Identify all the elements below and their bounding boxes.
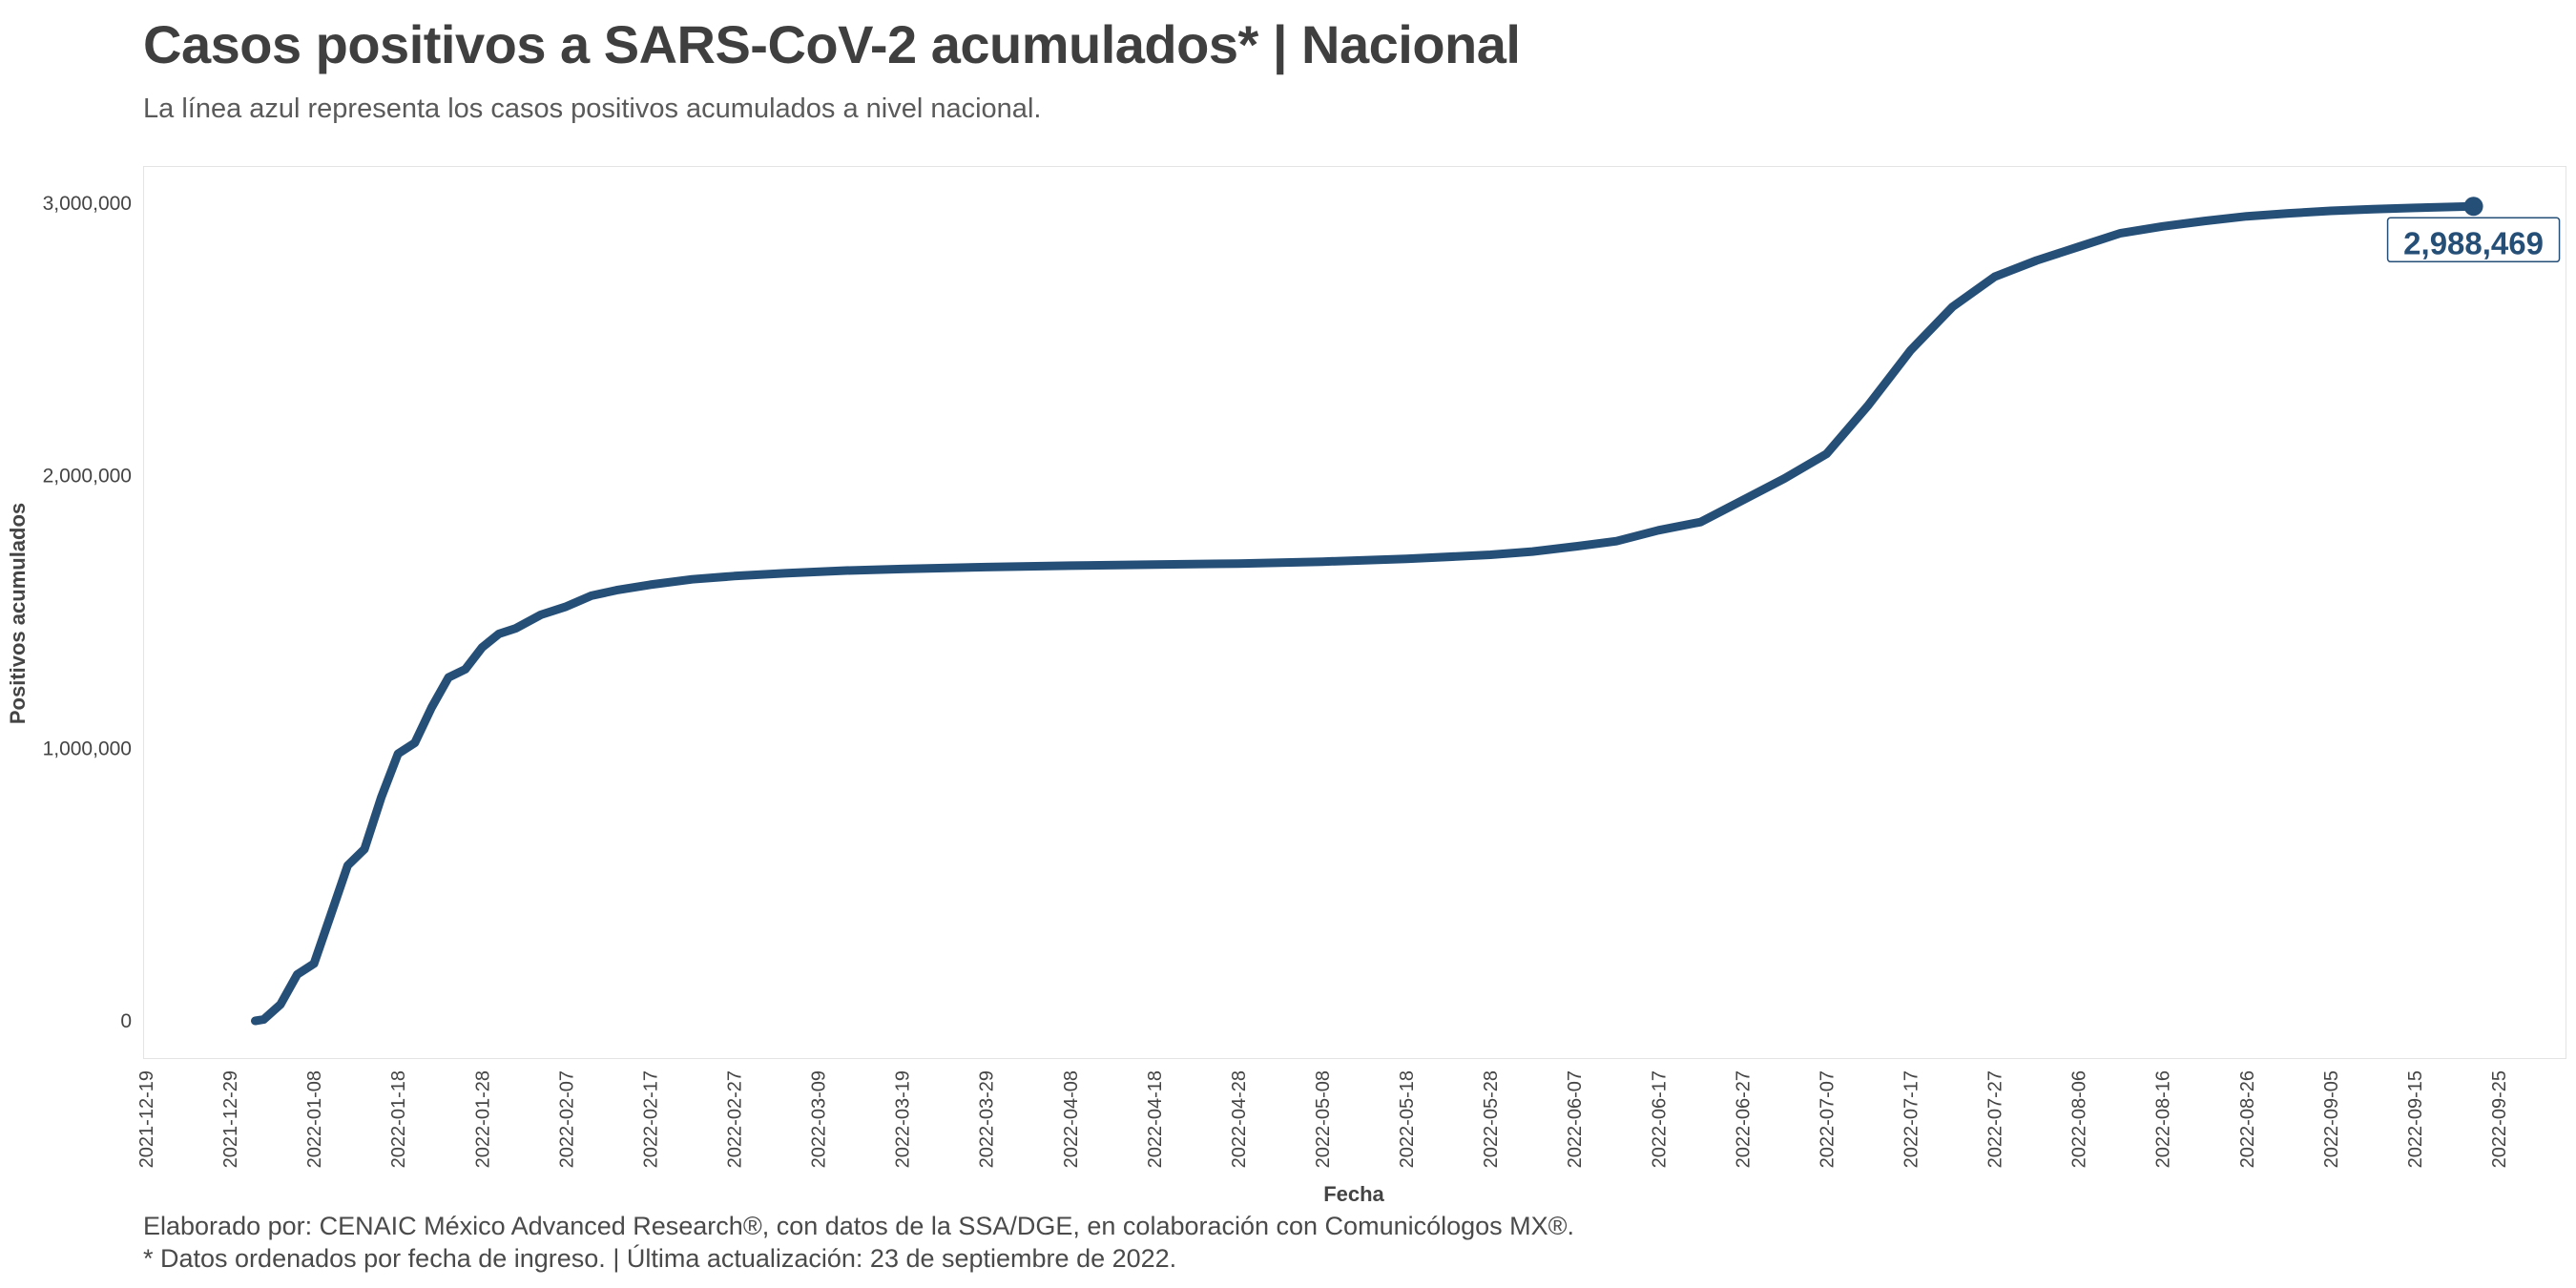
y-tick-label: 0 (120, 1010, 132, 1032)
x-tick-label: 2021-12-19 (136, 1070, 157, 1168)
x-tick-label: 2022-05-08 (1313, 1070, 1334, 1168)
x-tick-label: 2022-04-08 (1061, 1070, 1082, 1168)
y-axis-ticks: 0 1,000,000 2,000,000 3,000,000 (43, 193, 132, 1032)
x-tick-label: 2022-04-28 (1229, 1070, 1250, 1168)
x-tick-label: 2022-04-18 (1145, 1070, 1166, 1168)
x-tick-label: 2022-03-29 (977, 1070, 998, 1168)
x-tick-label: 2022-09-25 (2489, 1070, 2510, 1168)
y-tick-label: 1,000,000 (43, 737, 132, 759)
end-point-marker[interactable] (2463, 197, 2483, 217)
x-tick-label: 2022-03-19 (893, 1070, 914, 1168)
credits-caption: Elaborado por: CENAIC México Advanced Re… (143, 1212, 1575, 1240)
y-tick-label: 3,000,000 (43, 193, 132, 215)
x-tick-label: 2022-02-27 (725, 1070, 746, 1168)
x-axis-ticks: 2021-12-19 2021-12-29 2022-01-08 2022-01-18… (136, 1070, 2510, 1168)
footnote-caption: * Datos ordenados por fecha de ingreso. … (143, 1244, 1177, 1273)
y-axis-title: Positivos acumulados (6, 503, 30, 724)
x-axis-title: Fecha (1323, 1182, 1384, 1206)
end-value-label: 2,988,469 (2403, 225, 2544, 260)
x-tick-label: 2022-01-28 (472, 1070, 493, 1168)
chart-subtitle: La línea azul representa los casos posit… (143, 93, 1042, 124)
x-tick-label: 2022-07-07 (1817, 1070, 1838, 1168)
x-tick-label: 2022-01-18 (388, 1070, 409, 1168)
x-tick-label: 2022-07-17 (1901, 1070, 1922, 1168)
end-value-label-box: 2,988,469 (2386, 217, 2561, 263)
x-tick-label: 2022-06-27 (1733, 1070, 1754, 1168)
x-tick-label: 2022-03-09 (809, 1070, 830, 1168)
x-tick-label: 2022-05-28 (1481, 1070, 1502, 1168)
x-tick-label: 2022-07-27 (1985, 1070, 2006, 1168)
x-tick-label: 2022-08-16 (2153, 1070, 2174, 1168)
chart-title: Casos positivos a SARS-CoV-2 acumulados*… (143, 14, 1521, 74)
x-tick-label: 2022-01-08 (304, 1070, 325, 1168)
x-tick-label: 2022-09-05 (2321, 1070, 2342, 1168)
plot-area (143, 166, 2566, 1059)
series-line-positivos (251, 201, 2479, 1026)
x-tick-label: 2022-02-17 (640, 1070, 661, 1168)
x-tick-label: 2022-06-17 (1649, 1070, 1670, 1168)
x-tick-label: 2022-06-07 (1565, 1070, 1586, 1168)
x-tick-label: 2022-08-06 (2069, 1070, 2090, 1168)
x-tick-label: 2022-08-26 (2237, 1070, 2258, 1168)
x-tick-label: 2021-12-29 (220, 1070, 241, 1168)
y-tick-label: 2,000,000 (43, 466, 132, 488)
x-tick-label: 2022-05-18 (1397, 1070, 1418, 1168)
x-tick-label: 2022-09-15 (2405, 1070, 2426, 1168)
x-tick-label: 2022-02-07 (556, 1070, 577, 1168)
